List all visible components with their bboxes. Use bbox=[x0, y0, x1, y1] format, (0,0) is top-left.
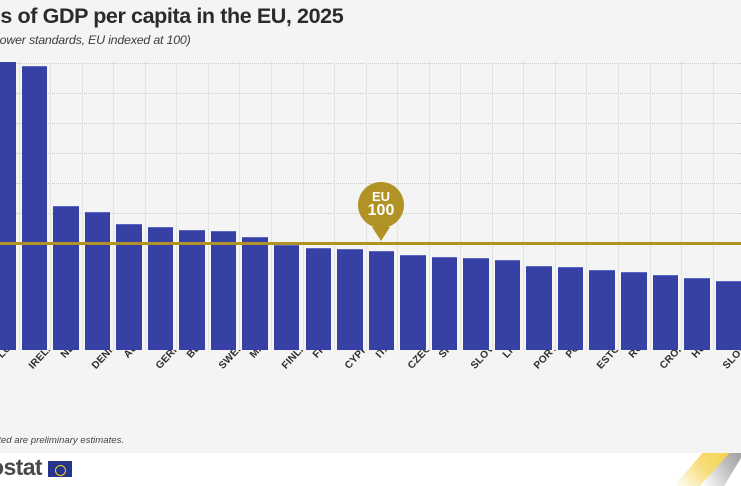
gridline-x-7 bbox=[207, 62, 209, 350]
footnote-text: Data presented are preliminary estimates… bbox=[0, 435, 125, 446]
eu-badge-line1: EU bbox=[371, 188, 391, 204]
bar-belgium[interactable] bbox=[179, 229, 205, 350]
bar-croatia[interactable] bbox=[652, 274, 679, 350]
x-label-spain: SPAIN bbox=[437, 350, 466, 361]
gridline-x-22 bbox=[681, 62, 683, 350]
gridline-x-3 bbox=[81, 62, 83, 350]
gridline-y-160 bbox=[0, 153, 741, 154]
gridline-x-6 bbox=[176, 62, 178, 350]
eu-flag-icon bbox=[48, 461, 72, 477]
gridline-x-10 bbox=[302, 62, 304, 350]
bar-italy[interactable] bbox=[368, 250, 395, 350]
gridline-x-4 bbox=[113, 62, 115, 350]
bar-france[interactable] bbox=[305, 247, 331, 350]
bar-lithuania[interactable] bbox=[494, 259, 521, 350]
chart-plot-area: EU 100 bbox=[0, 62, 741, 350]
x-label-italy: ITALY bbox=[374, 350, 402, 361]
x-label-austria: AUSTRIA bbox=[122, 350, 162, 361]
eurostat-logo: eurostat bbox=[0, 454, 43, 480]
gridline-x-19 bbox=[586, 62, 588, 350]
bar-slovenia[interactable] bbox=[463, 258, 489, 350]
corner-chevron-decoration bbox=[640, 453, 741, 486]
gridline-x-14 bbox=[428, 62, 430, 350]
gridline-x-15 bbox=[460, 62, 462, 350]
x-label-france: FRANCE bbox=[311, 350, 349, 361]
gridline-x-21 bbox=[649, 62, 651, 350]
eu-reference-line bbox=[0, 242, 741, 245]
x-axis-labels: LUXEMBOURGIRELANDNETHERLANDSDENMARKAUSTR… bbox=[0, 350, 741, 432]
bar-germany[interactable] bbox=[147, 226, 174, 350]
eu-badge-pointer-icon bbox=[372, 227, 390, 241]
x-label-malta: MALTA bbox=[248, 350, 280, 361]
gridline-x-1 bbox=[18, 62, 20, 350]
bar-hungary[interactable] bbox=[684, 277, 710, 350]
note-band: Data presented are preliminary estimates… bbox=[0, 432, 741, 453]
bar-sweden[interactable] bbox=[210, 231, 237, 350]
x-label-slovakia: SLOVAKIA bbox=[721, 350, 741, 372]
gridline-x-11 bbox=[334, 62, 336, 350]
gridline-x-18 bbox=[554, 62, 556, 350]
bar-denmark[interactable] bbox=[84, 211, 111, 350]
bar-romania[interactable] bbox=[621, 271, 647, 350]
gridline-y-180 bbox=[0, 123, 741, 124]
bar-luxembourg[interactable] bbox=[0, 62, 16, 350]
bar-slovakia[interactable] bbox=[715, 280, 741, 350]
gridline-x-17 bbox=[523, 62, 525, 350]
gridline-x-2 bbox=[50, 62, 52, 350]
bar-finland[interactable] bbox=[273, 244, 300, 350]
chart-header: Estimates of GDP per capita in the EU, 2… bbox=[0, 0, 741, 62]
bar-poland[interactable] bbox=[557, 267, 584, 350]
chevron-icon bbox=[674, 453, 741, 486]
eu-index-badge: EU 100 bbox=[358, 182, 404, 228]
chart-subtitle: (In purchasing power standards, EU index… bbox=[0, 33, 191, 47]
bar-estonia[interactable] bbox=[589, 270, 615, 350]
gridline-x-9 bbox=[270, 62, 272, 350]
bar-spain[interactable] bbox=[431, 256, 458, 350]
page-title: Estimates of GDP per capita in the EU, 2… bbox=[0, 4, 344, 28]
gridline-y-200 bbox=[0, 93, 741, 94]
x-label-poland: POLAND bbox=[564, 350, 602, 361]
gridline-x-5 bbox=[144, 62, 146, 350]
chart-footer: eurostat bbox=[0, 453, 741, 486]
gridline-x-23 bbox=[712, 62, 714, 350]
gridline-top bbox=[0, 63, 741, 64]
bar-malta[interactable] bbox=[242, 237, 268, 350]
eu-badge-line2: 100 bbox=[367, 202, 395, 220]
gridline-x-16 bbox=[491, 62, 493, 350]
bar-ireland[interactable] bbox=[21, 66, 48, 350]
bar-netherlands[interactable] bbox=[53, 205, 79, 350]
bar-cyprus[interactable] bbox=[337, 249, 363, 350]
bar-portugal[interactable] bbox=[526, 265, 552, 350]
gridline-x-8 bbox=[239, 62, 241, 350]
bar-czechia[interactable] bbox=[400, 255, 426, 350]
gridline-x-20 bbox=[618, 62, 619, 350]
